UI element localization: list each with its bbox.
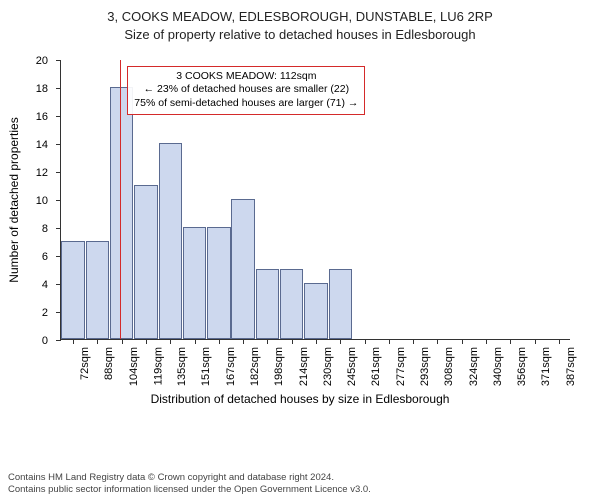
histogram-bar: [280, 269, 303, 339]
x-tick-label: 72sqm: [77, 347, 91, 380]
y-tick: 16: [56, 116, 61, 117]
x-tick: [559, 339, 560, 344]
y-tick-label: 4: [42, 279, 56, 291]
x-tick-label: 198sqm: [271, 347, 285, 386]
x-tick: [510, 339, 511, 344]
attribution-line-1: Contains HM Land Registry data © Crown c…: [8, 472, 371, 484]
x-tick-label: 182sqm: [247, 347, 261, 386]
y-tick-label: 14: [36, 139, 56, 151]
x-tick-label: 119sqm: [150, 347, 164, 385]
x-tick-label: 340sqm: [490, 347, 504, 386]
histogram-bar: [61, 241, 84, 339]
x-tick: [73, 339, 74, 344]
chart: Number of detached properties 0246810121…: [0, 50, 600, 430]
plot-area: 0246810121416182072sqm88sqm104sqm119sqm1…: [60, 60, 570, 340]
x-tick: [170, 339, 171, 344]
histogram-bar: [110, 87, 133, 339]
x-tick: [486, 339, 487, 344]
x-tick-label: 261sqm: [369, 347, 383, 386]
y-tick-label: 20: [36, 55, 56, 67]
histogram-bar: [329, 269, 352, 339]
x-tick-label: 324sqm: [466, 347, 480, 386]
y-tick-label: 10: [36, 195, 56, 207]
x-tick: [316, 339, 317, 344]
x-tick: [462, 339, 463, 344]
x-tick: [97, 339, 98, 344]
y-tick: 12: [56, 172, 61, 173]
annotation-box: 3 COOKS MEADOW: 112sqm← 23% of detached …: [127, 66, 365, 115]
histogram-bar: [134, 185, 157, 339]
y-tick-label: 6: [42, 251, 56, 263]
page-subtitle: Size of property relative to detached ho…: [0, 26, 600, 44]
attribution: Contains HM Land Registry data © Crown c…: [8, 472, 371, 496]
histogram-bar: [183, 227, 206, 339]
x-tick-label: 167sqm: [223, 347, 237, 386]
y-tick-label: 16: [36, 111, 56, 123]
x-tick: [365, 339, 366, 344]
y-tick-label: 0: [42, 335, 56, 347]
x-tick-label: 356sqm: [514, 347, 528, 386]
x-tick-label: 151sqm: [199, 347, 213, 386]
histogram-bar: [159, 143, 182, 339]
x-tick: [292, 339, 293, 344]
x-tick-label: 135sqm: [174, 347, 188, 386]
x-tick: [122, 339, 123, 344]
x-tick: [267, 339, 268, 344]
histogram-bar: [207, 227, 230, 339]
histogram-bar: [86, 241, 109, 339]
histogram-bar: [304, 283, 327, 339]
y-tick: 10: [56, 200, 61, 201]
x-tick: [535, 339, 536, 344]
x-tick-label: 308sqm: [441, 347, 455, 386]
y-axis-label: Number of detached properties: [7, 117, 21, 282]
x-tick-label: 387sqm: [563, 347, 577, 386]
annotation-line: 3 COOKS MEADOW: 112sqm: [134, 70, 358, 84]
x-tick: [146, 339, 147, 344]
x-tick-label: 214sqm: [296, 347, 310, 386]
x-tick-label: 293sqm: [417, 347, 431, 386]
histogram-bar: [231, 199, 254, 339]
x-tick: [437, 339, 438, 344]
indicator-line: [120, 60, 121, 339]
annotation-line: ← 23% of detached houses are smaller (22…: [134, 83, 358, 97]
x-tick-label: 245sqm: [344, 347, 358, 386]
y-tick: 8: [56, 228, 61, 229]
y-tick-label: 2: [42, 307, 56, 319]
page-title: 3, COOKS MEADOW, EDLESBOROUGH, DUNSTABLE…: [0, 8, 600, 26]
y-tick-label: 18: [36, 83, 56, 95]
x-tick-label: 230sqm: [320, 347, 334, 386]
x-tick-label: 88sqm: [101, 347, 115, 380]
x-tick: [389, 339, 390, 344]
x-tick: [340, 339, 341, 344]
y-tick: 14: [56, 144, 61, 145]
y-tick: 20: [56, 60, 61, 61]
attribution-line-2: Contains public sector information licen…: [8, 484, 371, 496]
y-tick: 18: [56, 88, 61, 89]
x-tick: [195, 339, 196, 344]
x-axis-label: Distribution of detached houses by size …: [0, 392, 600, 406]
y-tick: 0: [56, 340, 61, 341]
y-tick: 4: [56, 284, 61, 285]
x-tick: [243, 339, 244, 344]
annotation-line: 75% of semi-detached houses are larger (…: [134, 97, 358, 111]
x-tick: [219, 339, 220, 344]
x-tick-label: 104sqm: [126, 347, 140, 386]
histogram-bar: [256, 269, 279, 339]
y-tick: 2: [56, 312, 61, 313]
y-tick-label: 8: [42, 223, 56, 235]
y-tick: 6: [56, 256, 61, 257]
x-tick-label: 371sqm: [539, 347, 553, 386]
x-tick-label: 277sqm: [393, 347, 407, 386]
x-tick: [413, 339, 414, 344]
y-tick-label: 12: [36, 167, 56, 179]
